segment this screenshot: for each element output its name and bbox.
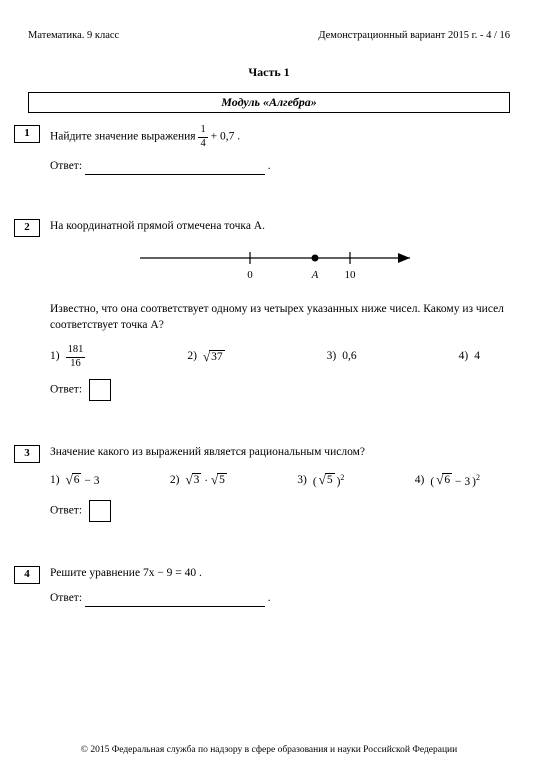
task-body: На координатной прямой отмечена точка A.…	[50, 219, 510, 402]
answer-input-box[interactable]	[89, 379, 111, 401]
footer: © 2015 Федеральная служба по надзору в с…	[0, 745, 538, 755]
axis-label-zero: 0	[247, 269, 253, 281]
header-right: Демонстрационный вариант 2015 г. - 4 / 1…	[318, 30, 510, 41]
task-number-box: 2	[14, 219, 40, 237]
module-box: Модуль «Алгебра»	[28, 92, 510, 113]
task-3-options: 1) √6 − 3 2) √3 · √5 3) (√5)2 4) (√6 − 3…	[50, 473, 510, 490]
answer-line: Ответ: .	[50, 159, 510, 175]
option-4: 4) 4	[459, 345, 480, 369]
task-3: 3 Значение какого из выражений является …	[28, 445, 510, 522]
option-2: 2) √3 · √5	[170, 473, 227, 490]
page-header: Математика. 9 класс Демонстрационный вар…	[28, 30, 510, 41]
answer-input-line[interactable]	[85, 164, 265, 175]
task-2-line2: Известно, что она соответствует одному и…	[50, 302, 510, 333]
number-line-diagram: 0 A 10	[130, 244, 430, 288]
task-body: Найдите значение выражения 1 4 + 0,7 . О…	[50, 125, 510, 175]
option-1: 1) 181 16	[50, 345, 85, 369]
task-1: 1 Найдите значение выражения 1 4 + 0,7 .…	[28, 125, 510, 175]
task-body: Значение какого из выражений является ра…	[50, 445, 510, 522]
axis-label-A: A	[311, 269, 319, 281]
task-number-box: 3	[14, 445, 40, 463]
task-1-text-before: Найдите значение выражения	[50, 131, 198, 143]
option-2: 2) √37	[187, 345, 224, 369]
fraction: 1 4	[198, 125, 207, 149]
page: Математика. 9 класс Демонстрационный вар…	[0, 0, 538, 777]
answer-line: Ответ:	[50, 379, 510, 401]
answer-input-line[interactable]	[85, 596, 265, 607]
task-number-box: 1	[14, 125, 40, 143]
header-left: Математика. 9 класс	[28, 30, 119, 41]
option-3: 3) 0,6	[327, 345, 357, 369]
fraction: 181 16	[66, 345, 86, 369]
answer-line: Ответ: .	[50, 591, 510, 607]
task-body: Решите уравнение 7x − 9 = 40 . Ответ: .	[50, 566, 510, 607]
task-4-text: Решите уравнение 7x − 9 = 40 .	[50, 566, 510, 582]
task-2: 2 На координатной прямой отмечена точка …	[28, 219, 510, 402]
task-4: 4 Решите уравнение 7x − 9 = 40 . Ответ: …	[28, 566, 510, 607]
task-2-line1: На координатной прямой отмечена точка A.	[50, 219, 510, 235]
answer-line: Ответ:	[50, 500, 510, 522]
option-1: 1) √6 − 3	[50, 473, 99, 490]
axis-label-ten: 10	[345, 269, 357, 281]
answer-input-box[interactable]	[89, 500, 111, 522]
task-number-box: 4	[14, 566, 40, 584]
part-title: Часть 1	[28, 65, 510, 80]
task-3-text: Значение какого из выражений является ра…	[50, 445, 510, 461]
option-3: 3) (√5)2	[297, 473, 344, 490]
task-1-text-after: + 0,7 .	[211, 131, 241, 143]
task-2-options: 1) 181 16 2) √37 3) 0,6	[50, 345, 510, 369]
sqrt-icon: √37	[203, 350, 225, 365]
option-4: 4) (√6 − 3)2	[415, 473, 480, 490]
